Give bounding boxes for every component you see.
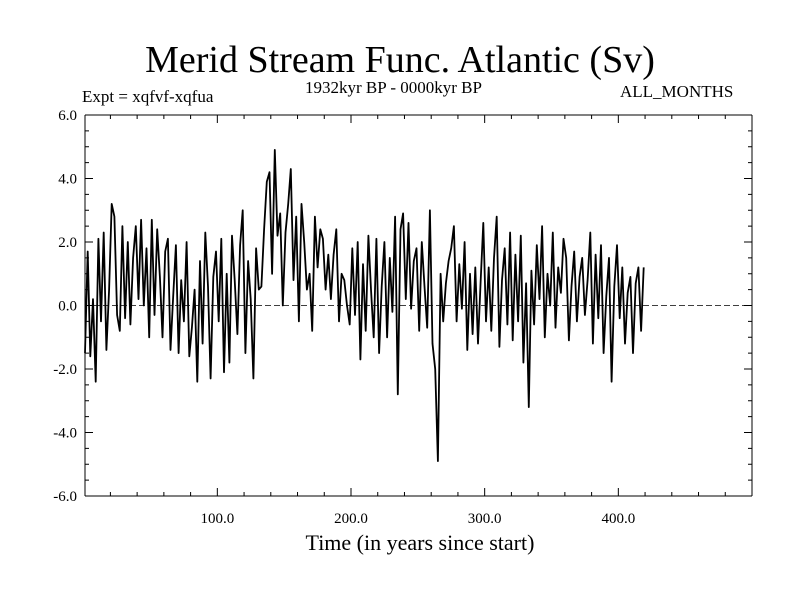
y-tick-label: 4.0 [58, 172, 77, 188]
x-tick-label: 200.0 [334, 511, 368, 527]
chart-title: Merid Stream Func. Atlantic (Sv) [145, 39, 655, 81]
y-tick-label: 0.0 [58, 299, 77, 315]
series-line [84, 148, 645, 463]
y-tick-label: 2.0 [58, 235, 77, 251]
experiment-label: Expt = xqfvf-xqfua [82, 87, 214, 106]
y-tick-label: -6.0 [53, 489, 77, 505]
y-tick-label: -2.0 [53, 362, 77, 378]
x-tick-label: 300.0 [468, 511, 502, 527]
y-tick-label: 6.0 [58, 108, 77, 124]
chart-subtitle: 1932kyr BP - 0000kyr BP [305, 78, 482, 97]
months-label: ALL_MONTHS [620, 82, 734, 101]
x-axis-label: Time (in years since start) [305, 530, 535, 555]
x-tick-label: 100.0 [200, 511, 234, 527]
x-tick-label: 400.0 [601, 511, 635, 527]
y-tick-label: -4.0 [53, 426, 77, 442]
